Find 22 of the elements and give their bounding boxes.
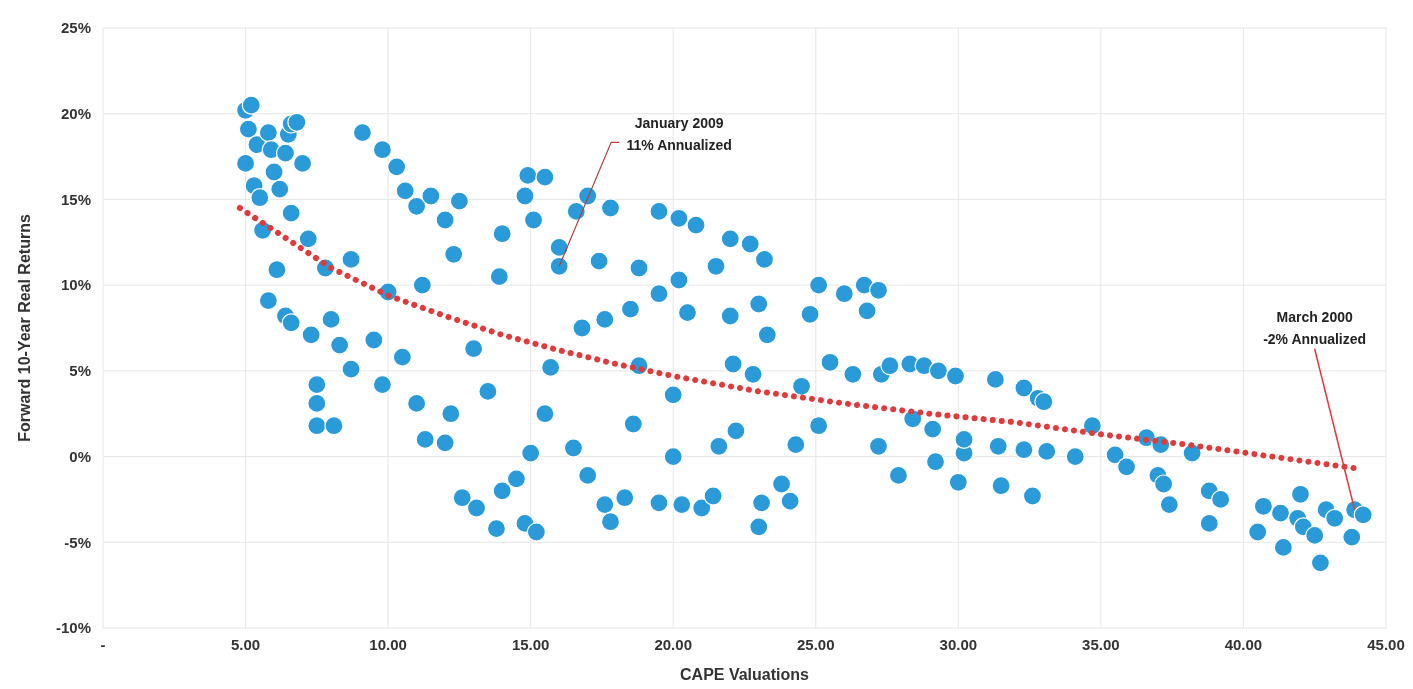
y-tick-label: 5%	[69, 362, 91, 380]
y-tick-label: 15%	[60, 190, 91, 208]
y-tick-label: -10%	[55, 619, 91, 637]
x-tick-label: 25.00	[797, 636, 835, 653]
x-tick-label: 5.00	[230, 636, 261, 653]
x-tick-label: 35.00	[1082, 636, 1120, 653]
x-axis-title: CAPE Valuations	[680, 666, 810, 683]
x-tick-label: 30.00	[939, 636, 978, 653]
x-tick-label: 45.00	[1367, 636, 1405, 653]
y-tick-label: 25%	[60, 19, 91, 37]
y-axis-title: Forward 10-Year Real Returns	[16, 214, 33, 442]
x-tick-label: 20.00	[654, 636, 692, 653]
y-tick-label: -5%	[64, 533, 91, 551]
x-tick-label: 10.00	[369, 636, 407, 653]
y-tick-label: 0%	[69, 447, 91, 465]
annotation: January 2009 11% Annualized	[626, 115, 732, 154]
x-tick-label: 40.00	[1224, 636, 1263, 653]
y-tick-label: 20%	[60, 104, 91, 122]
x-tick-label: -	[100, 636, 106, 653]
annotation: March 2000 -2% Annualized	[1263, 308, 1367, 347]
x-tick-label: 15.00	[511, 636, 550, 653]
y-tick-label: 10%	[60, 276, 91, 294]
